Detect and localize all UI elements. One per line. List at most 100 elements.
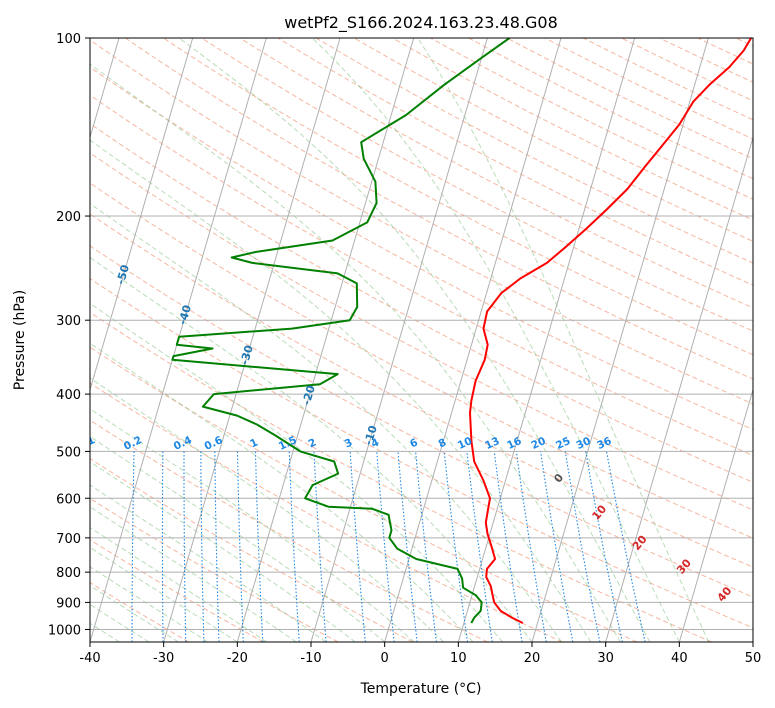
mixing-ratio-label: 13 — [483, 435, 501, 452]
y-tick-label: 700 — [56, 532, 81, 547]
plot-frame — [89, 37, 754, 643]
x-tick-label: 0 — [381, 651, 389, 666]
mixing-ratio-line — [349, 451, 366, 642]
moist-adiabat-line — [311, 38, 680, 642]
dry-adiabat-line — [90, 278, 753, 629]
moist-adiabat-line — [90, 585, 179, 642]
y-tick-label: 200 — [56, 210, 81, 225]
x-tick-label: -20 — [227, 651, 248, 666]
x-tick-label: 10 — [450, 651, 467, 666]
mixing-ratio-line — [397, 451, 418, 642]
moist-adiabat-line — [90, 377, 444, 642]
mixing-ratio-lines — [131, 451, 646, 642]
mixing-ratio-line — [313, 451, 327, 642]
moist-adiabat-line — [417, 38, 710, 642]
moist-adiabat-line — [90, 461, 356, 642]
isotherm-label: -10 — [362, 424, 380, 447]
mixing-ratio-label: 36 — [595, 435, 613, 452]
dry-adiabat-line — [277, 38, 753, 286]
mixing-ratio-label: 1 — [248, 437, 260, 451]
temperature-line — [469, 38, 752, 624]
isotherm-line — [531, 38, 709, 642]
mixing-ratio-label: 20 — [529, 435, 547, 452]
isotherm-line — [457, 38, 636, 642]
dry-adiabat-line — [90, 39, 753, 405]
y-tick-label: 900 — [56, 596, 81, 611]
isotherm-label: -30 — [238, 343, 256, 366]
x-tick-label: 50 — [745, 651, 762, 666]
dry-adiabat-line — [90, 581, 190, 642]
x-axis-label: Temperature (°C) — [360, 681, 482, 697]
dry-adiabat-line — [90, 382, 563, 642]
dry-adiabat-line — [90, 346, 638, 642]
x-tick-label: -40 — [79, 651, 100, 666]
moist-adiabat-line — [90, 506, 297, 642]
mixing-ratio-label: 4 — [369, 437, 381, 451]
isotherm-label: -50 — [114, 263, 132, 286]
isotherm-line — [236, 38, 415, 642]
mixing-ratio-line — [161, 451, 164, 642]
moist-adiabat-line — [90, 408, 415, 642]
dewpoint-line — [171, 38, 511, 624]
y-tick-label: 800 — [56, 566, 81, 581]
isotherm-line — [384, 38, 562, 642]
mixing-ratio-line — [236, 451, 244, 642]
y-tick-label: 400 — [56, 388, 81, 403]
mixing-ratio-line — [254, 451, 264, 642]
mixing-ratio-label: 0.1 — [75, 434, 97, 453]
moist-adiabat-line — [90, 256, 533, 642]
y-tick-label: 100 — [56, 32, 81, 47]
mixing-ratio-label: 8 — [437, 437, 449, 451]
moist-adiabat-line — [90, 546, 238, 642]
chart-title: wetPf2_S166.2024.163.23.48.G08 — [284, 13, 558, 33]
moist-adiabat-line — [90, 566, 209, 642]
moist-adiabat-line — [90, 526, 268, 642]
dry-adiabat-line — [90, 245, 753, 598]
mixing-ratio-line — [415, 451, 437, 642]
dry-adiabat-line — [90, 94, 753, 457]
moist-adiabat-line — [178, 38, 651, 642]
isotherm-line — [90, 38, 194, 392]
moist-adiabat-line — [90, 342, 474, 642]
mixing-ratio-line — [200, 451, 205, 642]
isotherm-line — [678, 387, 753, 642]
mixing-ratio-label: 2 — [307, 437, 319, 451]
x-tick-label: 30 — [597, 651, 614, 666]
moist-adiabat-line — [90, 63, 621, 642]
y-axis-label: Pressure (hPa) — [12, 290, 28, 390]
axes: -40 -30 -20 -10 0 10 20 30 40 5010020030040050060… — [48, 32, 761, 666]
dry-adiabat-line — [239, 38, 753, 309]
mixing-ratio-label: 25 — [554, 435, 572, 452]
moist-adiabat-line — [90, 484, 326, 642]
isotherm-label: -40 — [176, 303, 194, 326]
mixing-ratio-label: 10 — [456, 435, 474, 452]
mixing-ratio-line — [376, 451, 395, 642]
dry-adiabat-line — [90, 66, 753, 430]
x-tick-label: -30 — [153, 651, 174, 666]
mixing-ratio-line — [131, 451, 135, 642]
y-tick-label: 500 — [56, 445, 81, 460]
isotherm-line — [310, 38, 488, 642]
mixing-ratio-line — [605, 451, 646, 642]
mixing-ratio-label: 6 — [408, 437, 420, 451]
moist-adiabat-line — [90, 435, 386, 642]
mixing-ratio-line — [288, 451, 300, 642]
mixing-ratio-label: 30 — [574, 435, 592, 452]
y-tick-label: 300 — [56, 314, 81, 329]
x-tick-label: 20 — [524, 651, 541, 666]
y-tick-label: 1000 — [48, 623, 81, 638]
dry-adiabat-line — [90, 123, 753, 483]
sounding-series — [171, 38, 752, 624]
x-tick-label: 40 — [671, 651, 688, 666]
grid-lines — [90, 38, 753, 642]
isotherm-label: -20 — [300, 384, 318, 407]
mixing-ratio-label: 16 — [505, 435, 523, 452]
x-tick-label: -10 — [300, 651, 321, 666]
mixing-ratio-line — [214, 451, 220, 642]
mixing-ratio-label: 3 — [343, 437, 355, 451]
y-tick-label: 600 — [56, 492, 81, 507]
dry-adiabat-line — [90, 419, 488, 642]
isotherm-line — [163, 38, 341, 642]
mixing-ratio-line — [183, 451, 187, 642]
